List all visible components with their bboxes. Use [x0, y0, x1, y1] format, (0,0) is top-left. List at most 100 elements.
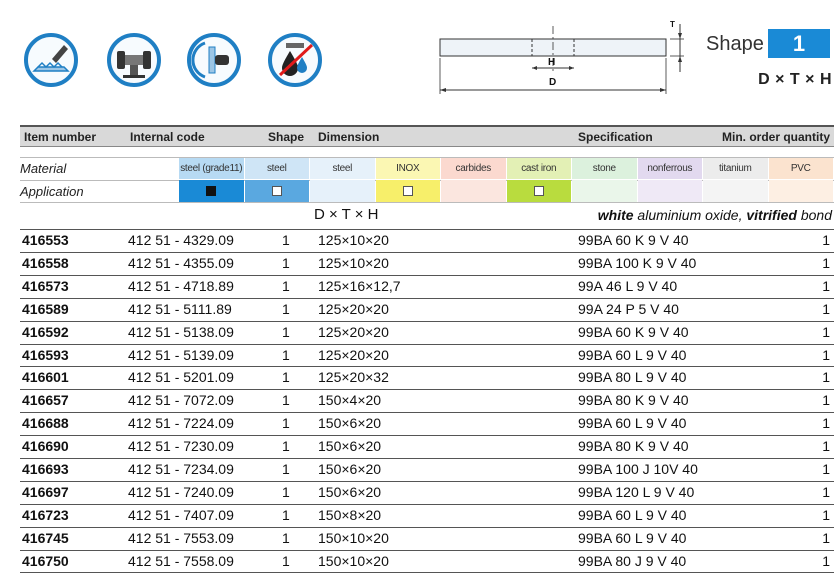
- material-cell: stone: [572, 157, 637, 179]
- min-order-quantity-cell: 1: [822, 277, 830, 294]
- table-row: 416690 412 51 - 7230.09 1 150×6×20 99BA 80 K…: [20, 435, 834, 457]
- min-order-quantity-cell: 1: [822, 529, 830, 546]
- spec-note-white: white: [597, 207, 634, 223]
- item-number: 416558: [22, 254, 69, 271]
- min-order-quantity-cell: 1: [822, 232, 830, 248]
- application-cell: [441, 180, 506, 202]
- dimension-cell: 150×10×20: [318, 529, 389, 546]
- item-number: 416553: [22, 232, 69, 248]
- shape-cell: 1: [282, 300, 290, 317]
- table-row: 416573 412 51 - 4718.89 1 125×16×12,7 99A 46…: [20, 274, 834, 297]
- shape-cell: 1: [282, 461, 290, 477]
- material-cell: INOX: [375, 157, 440, 179]
- shape-cell: 1: [282, 346, 290, 363]
- min-order-quantity-cell: 1: [822, 415, 830, 432]
- dimension-cell: 150×8×20: [318, 506, 382, 523]
- specification-cell: 99A 24 P 5 V 40: [578, 300, 679, 317]
- diagram-label-t: T: [670, 20, 675, 29]
- dimension-cell: 150×6×20: [318, 483, 382, 500]
- table-row: 416593 412 51 - 5139.09 1 125×20×20 99BA 60 …: [20, 343, 834, 366]
- internal-code: 412 51 - 7553.09: [128, 529, 234, 546]
- table-row: 416723 412 51 - 7407.09 1 150×8×20 99BA 60 L…: [20, 503, 834, 526]
- application-check-empty: [402, 186, 413, 196]
- internal-code: 412 51 - 5138.09: [128, 323, 234, 340]
- shape-cell: 1: [282, 529, 290, 546]
- material-cell: steel (grade11): [179, 157, 244, 179]
- shape-cell: 1: [282, 392, 290, 409]
- specification-cell: 99BA 120 L 9 V 40: [578, 483, 695, 500]
- header-item-number: Item number: [24, 130, 97, 144]
- shape-label: Shape: [706, 33, 764, 55]
- material-label: Material: [20, 161, 67, 176]
- spec-note-vitrified: vitrified: [746, 207, 797, 223]
- table-row: 416693 412 51 - 7234.09 1 150×6×20 99BA 100 …: [20, 458, 834, 480]
- internal-code: 412 51 - 7234.09: [128, 461, 234, 477]
- shape-cell: 1: [282, 254, 290, 271]
- header-internal-code: Internal code: [130, 130, 205, 144]
- shape-cell: 1: [282, 232, 290, 248]
- application-check-filled: [206, 186, 217, 196]
- specification-cell: 99BA 60 L 9 V 40: [578, 346, 687, 363]
- bench-grinder-icon: [107, 33, 161, 87]
- item-number: 416688: [22, 415, 69, 432]
- no-coolant-icon: [268, 33, 322, 87]
- dimension-cell: 150×6×20: [318, 415, 382, 432]
- shape-cell: 1: [282, 415, 290, 432]
- application-check-empty: [533, 186, 544, 196]
- shape-cell: 1: [282, 277, 290, 294]
- specification-cell: 99BA 80 L 9 V 40: [578, 369, 687, 386]
- internal-code: 412 51 - 5139.09: [128, 346, 234, 363]
- application-cell: [310, 180, 375, 202]
- specification-cell: 99BA 100 K 9 V 40: [578, 254, 697, 271]
- application-label: Application: [20, 184, 84, 199]
- dimension-cell: 125×20×20: [318, 346, 389, 363]
- application-cell: [768, 180, 833, 202]
- application-cell: [572, 180, 637, 202]
- item-number: 416690: [22, 438, 69, 455]
- diagram-label-h: H: [548, 57, 556, 68]
- specification-cell: 99BA 80 K 9 V 40: [578, 392, 689, 409]
- cutting-tool-icon: [24, 33, 78, 87]
- angle-grinder-icon: [187, 33, 241, 87]
- item-number: 416697: [22, 483, 69, 500]
- specification-cell: 99BA 100 J 10V 40: [578, 461, 698, 477]
- application-cell: [506, 180, 571, 202]
- header-dimension: Dimension: [318, 130, 380, 144]
- material-cell: carbides: [441, 157, 506, 179]
- spec-note-text-1: aluminium oxide,: [633, 207, 747, 223]
- min-order-quantity-cell: 1: [822, 552, 830, 569]
- table-header: Item number Internal code Shape Dimensio…: [20, 125, 834, 147]
- min-order-quantity-cell: 1: [822, 506, 830, 523]
- application-cell: [703, 180, 768, 202]
- min-order-quantity-cell: 1: [822, 392, 830, 409]
- specification-cell: 99BA 80 K 9 V 40: [578, 438, 689, 455]
- dimension-cell: 125×20×20: [318, 300, 389, 317]
- item-number: 416592: [22, 323, 69, 340]
- min-order-quantity-cell: 1: [822, 483, 830, 500]
- item-number: 416601: [22, 369, 69, 386]
- shape-cell: 1: [282, 506, 290, 523]
- table-row: 416688 412 51 - 7224.09 1 150×6×20 99BA 60 L…: [20, 412, 834, 434]
- application-row-bottom-line: [20, 202, 834, 203]
- specification-cell: 99A 46 L 9 V 40: [578, 277, 678, 294]
- shape-diagram: [439, 24, 684, 94]
- header-specification: Specification: [578, 130, 653, 144]
- dimension-subheader: D × T × H: [314, 206, 379, 223]
- dimension-cell: 150×6×20: [318, 461, 382, 477]
- table-row: 416697 412 51 - 7240.09 1 150×6×20 99BA 120 …: [20, 480, 834, 503]
- table-row: 416657 412 51 - 7072.09 1 150×4×20 99BA 80 K…: [20, 389, 834, 411]
- specification-cell: 99BA 60 L 9 V 40: [578, 506, 687, 523]
- table-row: 416745 412 51 - 7553.09 1 150×10×20 99BA 60 …: [20, 526, 834, 549]
- table-row: 416592 412 51 - 5138.09 1 125×20×20 99BA 60 …: [20, 320, 834, 343]
- internal-code: 412 51 - 4355.09: [128, 254, 234, 271]
- diagram-label-d: D: [549, 77, 557, 88]
- dimension-cell: 150×4×20: [318, 392, 382, 409]
- specification-cell: 99BA 60 K 9 V 40: [578, 232, 689, 248]
- item-number: 416573: [22, 277, 69, 294]
- table-row: 416601 412 51 - 5201.09 1 125×20×32 99BA 80 …: [20, 366, 834, 388]
- internal-code: 412 51 - 7072.09: [128, 392, 234, 409]
- shape-formula: D × T × H: [758, 71, 832, 88]
- material-cell: nonferrous metals: [637, 157, 702, 196]
- item-number: 416750: [22, 552, 69, 569]
- item-number: 416693: [22, 461, 69, 477]
